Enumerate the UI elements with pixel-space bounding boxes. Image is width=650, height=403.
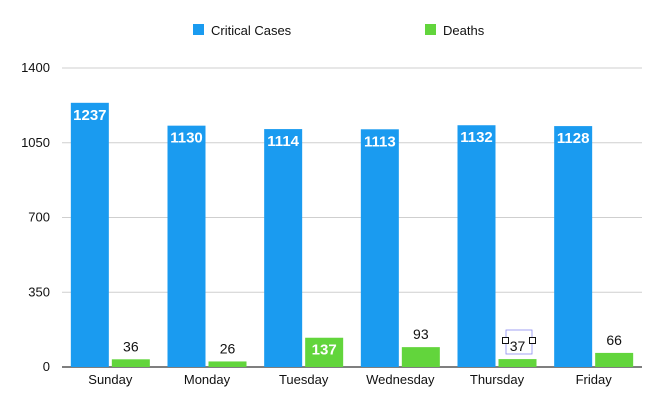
y-tick-label: 1400	[21, 60, 50, 75]
y-tick-label: 0	[43, 359, 50, 374]
y-axis-tick-labels: 0 350 700 1050 1400	[21, 60, 50, 374]
data-label: 37	[510, 338, 526, 354]
bar-critical-cases-wednesday	[360, 129, 399, 367]
bar-critical-cases-monday	[167, 125, 206, 368]
legend-swatch-critical-cases	[193, 24, 204, 35]
x-tick-label: Thursday	[470, 372, 525, 387]
data-label: 1130	[170, 130, 203, 147]
x-tick-label: Friday	[576, 372, 613, 387]
y-tick-label: 350	[28, 284, 50, 299]
bar-deaths-sunday	[111, 359, 150, 367]
data-label: 1114	[267, 133, 299, 150]
selection-handle-left	[502, 337, 509, 344]
legend-label-deaths: Deaths	[443, 23, 485, 38]
data-label: 93	[413, 326, 429, 342]
bar-deaths-tuesday	[305, 337, 344, 367]
legend-label-critical-cases: Critical Cases	[211, 23, 292, 38]
x-axis-tick-labels: Sunday Monday Tuesday Wednesday Thursday Frid…	[88, 372, 612, 387]
selection-handle-right	[529, 337, 536, 344]
data-label: 66	[606, 332, 622, 348]
data-label: 26	[220, 340, 236, 356]
bar-deaths-wednesday	[401, 347, 440, 367]
bar-critical-cases-thursday	[457, 125, 496, 367]
y-tick-label: 700	[28, 210, 50, 225]
x-tick-label: Tuesday	[279, 372, 329, 387]
bar-critical-cases-friday	[554, 126, 593, 367]
data-label: 137	[312, 342, 337, 359]
data-label: 1132	[460, 129, 493, 146]
data-label: 1128	[557, 130, 590, 147]
bars: 1237 36 1130 26 1114 137 1113 93 1132 37 1128 66	[70, 102, 634, 368]
legend: Critical Cases Deaths	[193, 23, 485, 38]
x-tick-label: Monday	[184, 372, 231, 387]
selection-box	[502, 329, 536, 355]
data-label: 1113	[364, 133, 396, 150]
y-tick-label: 1050	[21, 135, 50, 150]
bar-critical-cases-tuesday	[264, 129, 303, 367]
gridlines	[62, 67, 642, 368]
data-label: 36	[123, 338, 139, 354]
bar-deaths-thursday	[498, 359, 537, 367]
data-label: 1237	[73, 107, 106, 124]
bar-critical-cases-sunday	[70, 102, 109, 368]
legend-swatch-deaths	[425, 24, 436, 35]
bar-deaths-monday	[208, 361, 247, 367]
bar-deaths-friday	[595, 352, 634, 367]
x-tick-label: Wednesday	[366, 372, 435, 387]
x-tick-label: Sunday	[88, 372, 133, 387]
